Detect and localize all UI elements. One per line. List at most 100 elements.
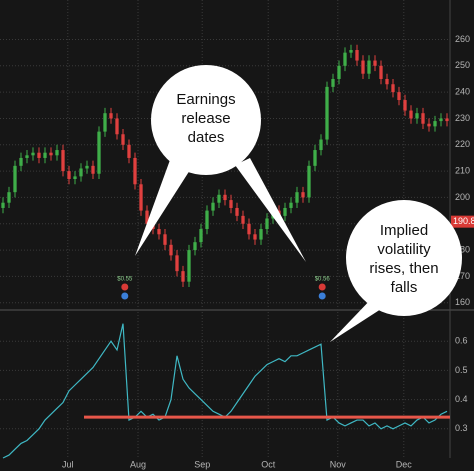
candle-body	[427, 123, 431, 127]
candle-body	[127, 144, 131, 158]
callout-tail	[135, 160, 190, 256]
y-tick-label: 240	[455, 87, 470, 97]
candle-body	[313, 150, 317, 166]
y-tick-label: 0.6	[455, 336, 468, 346]
x-tick-label: Nov	[330, 459, 347, 469]
x-tick-label: Sep	[194, 459, 210, 469]
candle-body	[97, 131, 101, 174]
candle-body	[343, 52, 347, 66]
candle-body	[67, 171, 71, 180]
y-tick-label: 0.5	[455, 365, 468, 375]
candle-body	[31, 152, 35, 156]
x-tick-label: Aug	[130, 459, 146, 469]
candle-body	[367, 60, 371, 74]
candle-body	[361, 60, 365, 74]
candle-body	[121, 134, 125, 145]
y-tick-label: 180	[455, 244, 470, 254]
y-tick-label: 260	[455, 34, 470, 44]
candle-body	[349, 50, 353, 53]
callout-text: rises, then	[369, 260, 438, 277]
x-tick-label: Dec	[396, 459, 413, 469]
candle-body	[55, 150, 59, 156]
candle-body	[49, 152, 53, 156]
candle-body	[163, 234, 167, 245]
y-tick-label: 170	[455, 271, 470, 281]
y-tick-label: 160	[455, 297, 470, 307]
candle-body	[91, 165, 95, 174]
x-tick-label: Oct	[261, 459, 276, 469]
candle-body	[391, 84, 395, 93]
y-tick-label: 220	[455, 139, 470, 149]
candle-body	[241, 215, 245, 224]
candle-body	[1, 202, 5, 208]
candle-body	[229, 200, 233, 208]
candle-body	[403, 100, 407, 111]
event-label: $0.55	[117, 277, 133, 283]
candle-body	[103, 113, 107, 132]
y-tick-label: 0.3	[455, 423, 468, 433]
candle-body	[205, 210, 209, 230]
candle-body	[445, 118, 449, 122]
candle-body	[187, 250, 191, 282]
candle-body	[397, 92, 401, 101]
event-icon	[318, 283, 326, 291]
candle-body	[307, 165, 311, 198]
candle-body	[37, 152, 41, 158]
candle-body	[355, 50, 359, 61]
price-marker-label: 190.8	[453, 216, 474, 226]
y-tick-label: 0.4	[455, 394, 468, 404]
candle-body	[265, 218, 269, 230]
candle-body	[25, 155, 29, 158]
candle-body	[181, 271, 185, 282]
candle-body	[289, 202, 293, 208]
candle-body	[301, 192, 305, 198]
callout-text: falls	[391, 279, 418, 296]
candle-body	[211, 202, 215, 211]
callout-text: release	[181, 110, 230, 127]
candle-body	[235, 207, 239, 216]
candle-body	[13, 165, 17, 193]
callout-text: Earnings	[176, 91, 235, 108]
event-icon	[318, 292, 326, 300]
candle-body	[253, 234, 257, 240]
callouts: Earnings release dates Implied volatilit…	[135, 65, 462, 342]
event-icon	[121, 292, 129, 300]
candle-body	[19, 157, 23, 166]
y-tick-label: 210	[455, 165, 470, 175]
callout-bubble	[151, 65, 261, 175]
candle-body	[337, 65, 341, 79]
candle-body	[385, 78, 389, 85]
candle-body	[283, 207, 287, 216]
candle-body	[85, 165, 89, 169]
candle-body	[7, 192, 11, 203]
candle-body	[139, 184, 143, 211]
callout-text: dates	[188, 129, 225, 146]
y-tick-label: 230	[455, 113, 470, 123]
callout-text: volatility	[377, 241, 431, 258]
candle-body	[73, 176, 77, 180]
candle-body	[217, 194, 221, 203]
candle-body	[43, 152, 47, 158]
candle-body	[373, 60, 377, 66]
y-tick-label: 200	[455, 192, 470, 202]
price-marker	[451, 215, 474, 228]
candle-body	[61, 150, 65, 172]
candle-body	[175, 255, 179, 272]
candle-body	[439, 118, 443, 122]
candle-body	[109, 113, 113, 119]
candle-body	[133, 157, 137, 185]
candle-body	[331, 78, 335, 87]
candle-body	[193, 242, 197, 251]
candle-body	[79, 168, 83, 177]
event-label: $0.56	[315, 277, 331, 283]
candle-body	[115, 118, 119, 135]
y-tick-label: 250	[455, 60, 470, 70]
candle-body	[157, 229, 161, 235]
candle-body	[325, 86, 329, 140]
event-icon	[121, 283, 129, 291]
x-tick-label: Jul	[62, 459, 74, 469]
callout-bubble	[346, 200, 462, 316]
candle-body	[421, 113, 425, 124]
